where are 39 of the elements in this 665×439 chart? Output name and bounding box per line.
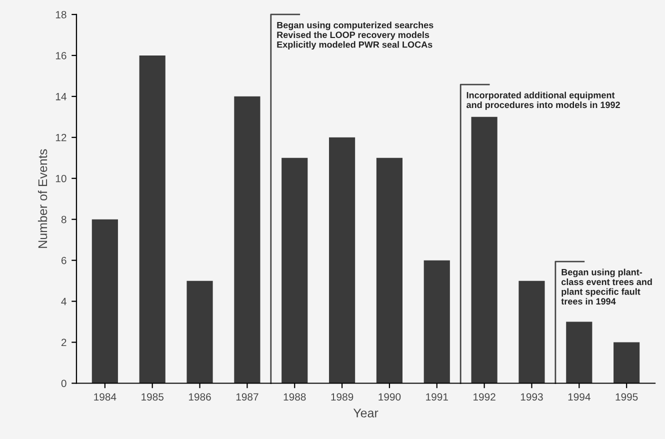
x-tick-label: 1994 (568, 393, 590, 401)
x-tick-label: 1988 (284, 393, 306, 401)
y-tick-label: 16 (56, 52, 66, 60)
bar (614, 342, 640, 384)
x-tick-label: 1984 (94, 393, 116, 401)
x-tick-label: 1990 (378, 393, 401, 401)
bar (566, 322, 592, 384)
y-tick-label: 10 (56, 174, 66, 182)
x-tick-label: 1991 (426, 393, 448, 401)
y-axis-title: Number of Events (38, 149, 48, 248)
y-tick-label: 2 (61, 338, 66, 346)
y-tick-label: 4 (61, 298, 66, 306)
y-tick-label: 6 (61, 256, 66, 264)
bar (234, 96, 260, 384)
bar (139, 55, 166, 384)
x-tick-label: 1987 (236, 393, 258, 401)
y-tick-label: 0 (61, 380, 66, 388)
annotation: Began using computerized searches Revised the LOOP recovery models Explicitly modeled PWR seal LOCAs (277, 22, 434, 50)
y-tick-label: 14 (56, 93, 66, 100)
x-tick-label: 1993 (520, 393, 543, 401)
annotation: Began using plant- class event trees and plant specific fault trees in 1994 (561, 268, 652, 305)
y-tick-label: 18 (56, 10, 66, 18)
bar (329, 137, 356, 384)
bar (376, 158, 402, 384)
bar (471, 116, 498, 384)
bar (92, 219, 118, 384)
x-tick-label: 1986 (188, 393, 211, 401)
bar (424, 260, 450, 384)
x-tick-label: 1992 (474, 393, 496, 401)
y-tick-label: 12 (56, 134, 66, 142)
bar (282, 158, 308, 384)
x-tick-label: 1989 (331, 393, 354, 401)
x-axis-title: Year (353, 408, 378, 418)
x-tick-label: 1985 (142, 393, 164, 401)
bar (186, 280, 213, 384)
annotation: Incorporated additional equipment and procedures into models in 1992 (466, 92, 620, 110)
x-tick-label: 1995 (616, 393, 638, 401)
y-tick-label: 8 (61, 216, 66, 224)
bar (518, 280, 545, 384)
